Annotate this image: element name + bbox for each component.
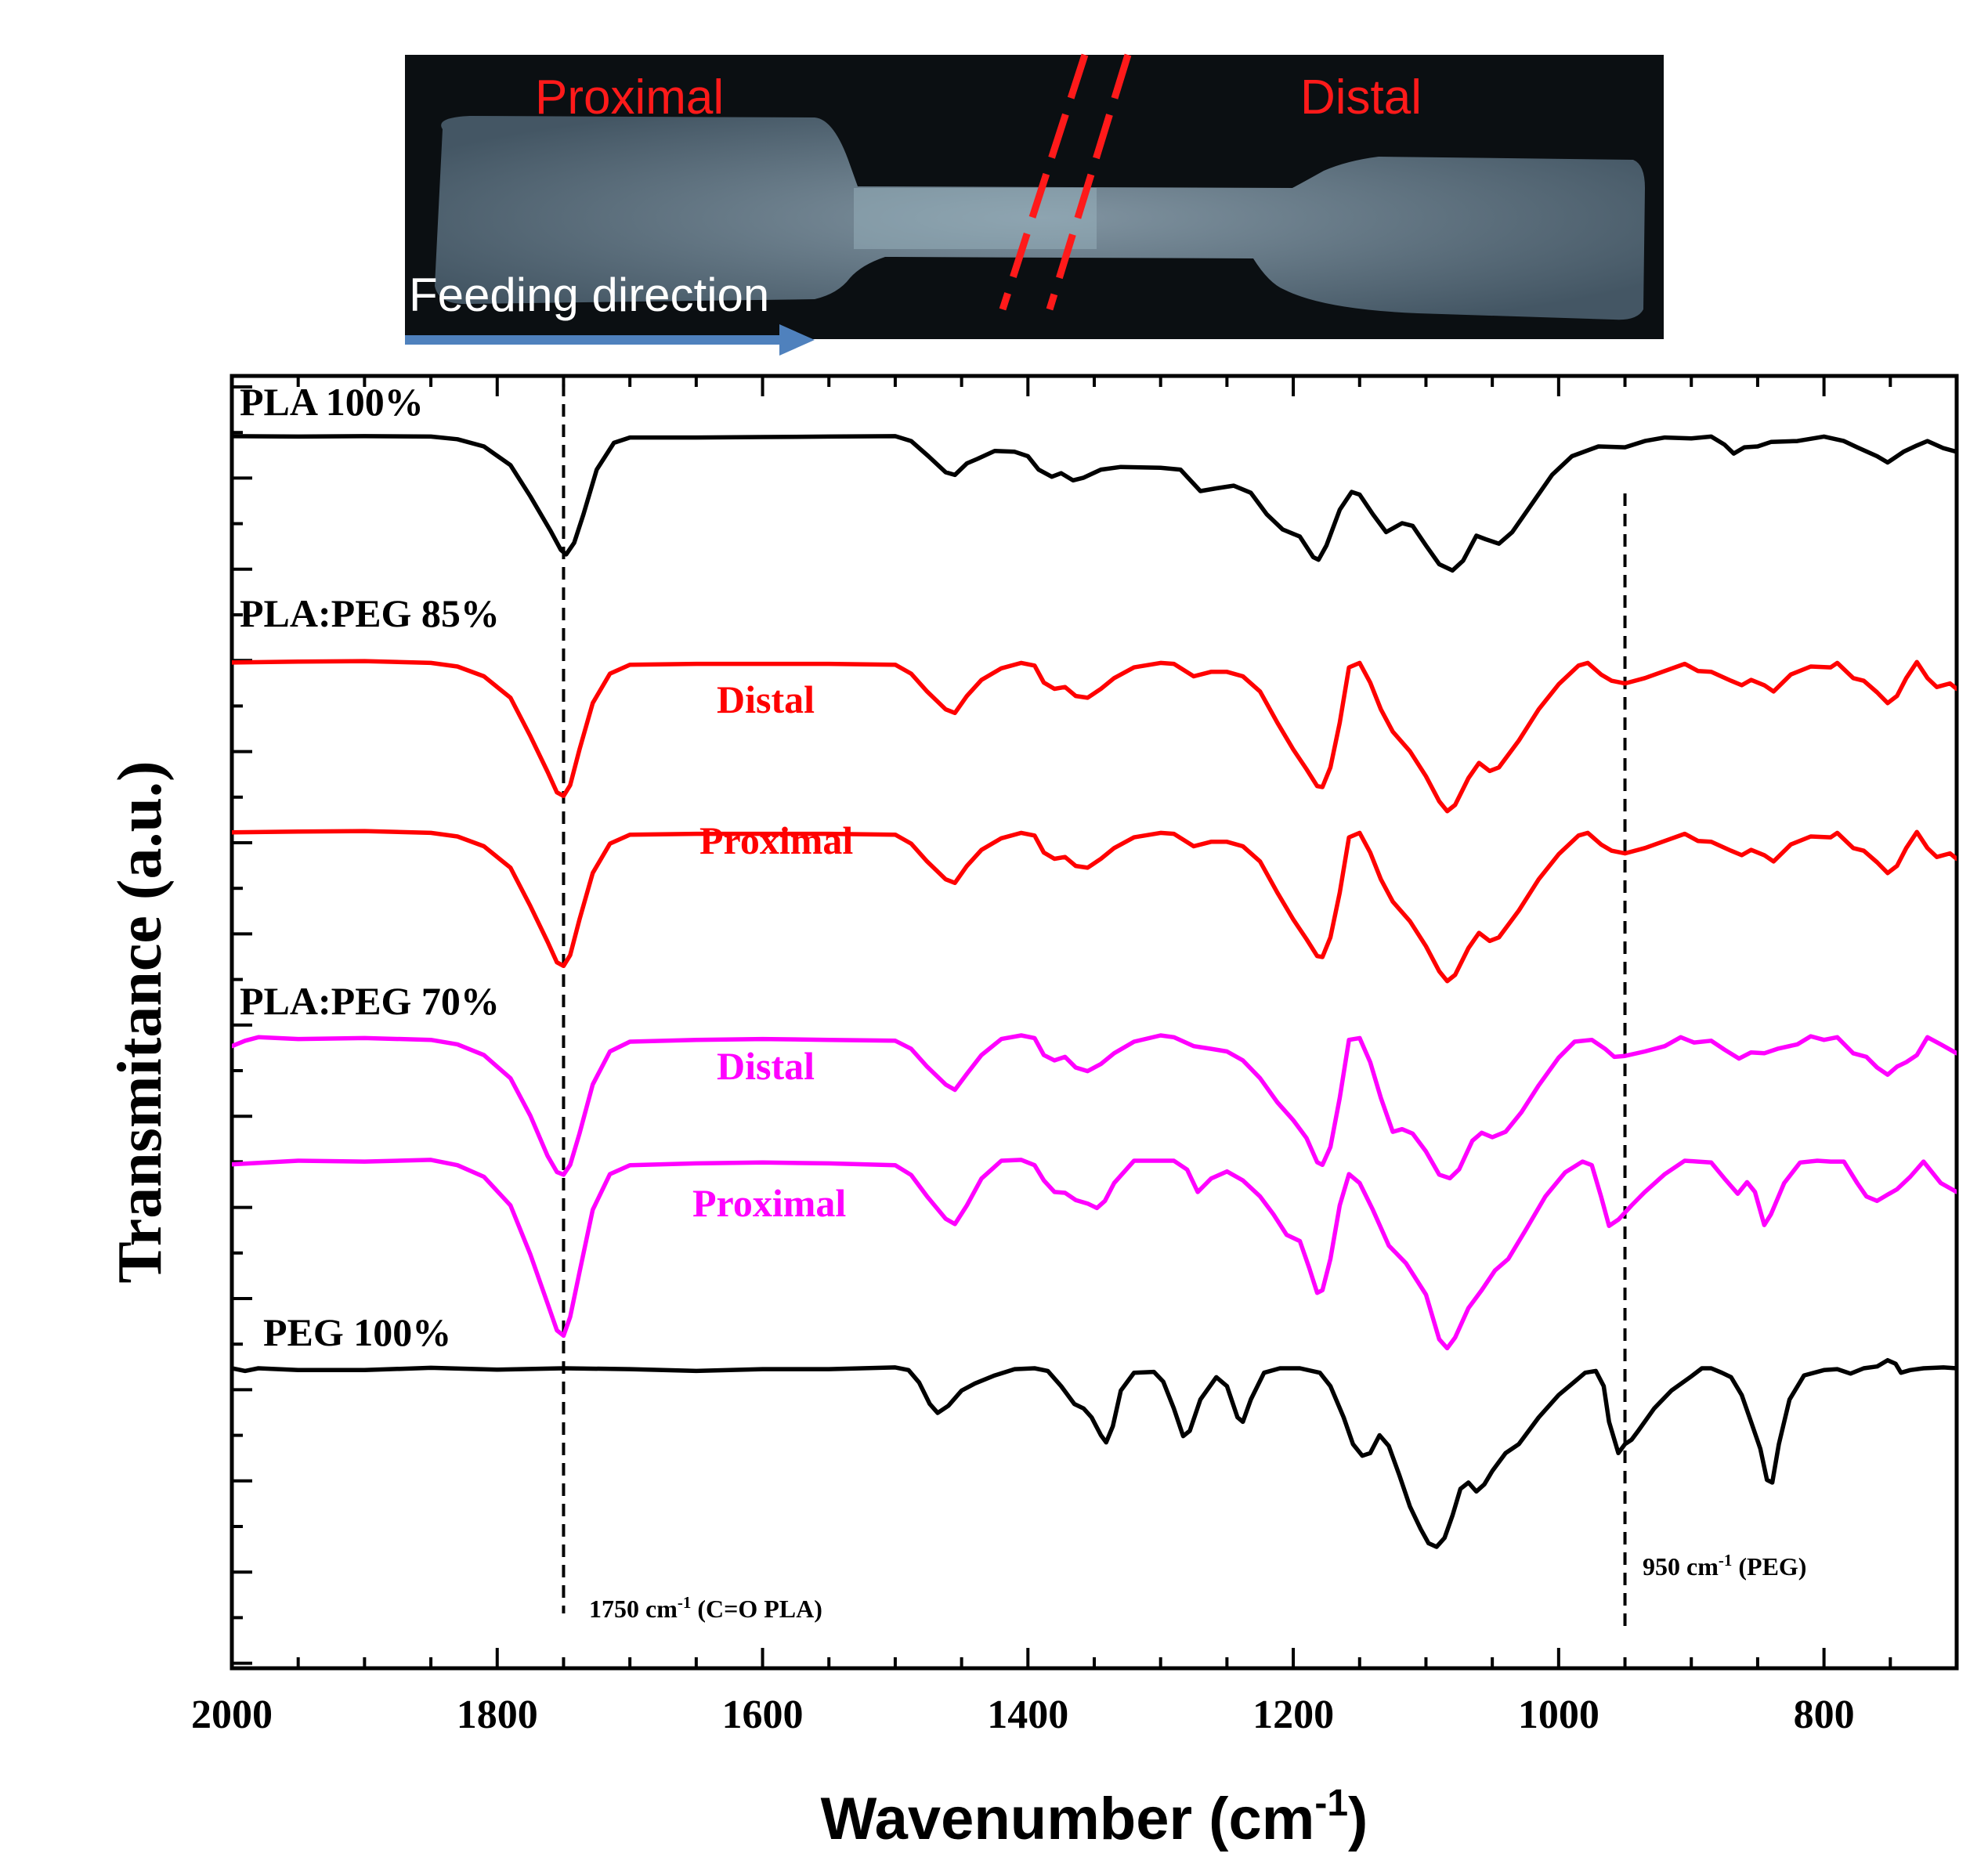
label-peg-100: PEG 100% bbox=[263, 1310, 451, 1354]
spectra-lines bbox=[232, 434, 1957, 1549]
x-tick-labels: 2000 1800 1600 1400 1200 1000 800 bbox=[191, 1693, 1855, 1737]
annotation-950: 950 cm-1 (PEG) bbox=[1643, 1551, 1806, 1581]
cut-line-2 bbox=[1046, 53, 1132, 311]
x-tick-label: 1600 bbox=[722, 1693, 804, 1737]
spectrum-line-pla-peg-70-distal bbox=[232, 1033, 1957, 1181]
cut-line-1 bbox=[999, 53, 1089, 311]
annotation-1750-main: 1750 cm bbox=[589, 1595, 678, 1623]
x-axis-title-sup: -1 bbox=[1314, 1783, 1348, 1824]
feeding-direction-label: Feeding direction bbox=[409, 269, 769, 321]
x-axis-title: Wavenumber (cm-1) bbox=[821, 1783, 1368, 1852]
x-tick-label: 1200 bbox=[1252, 1693, 1334, 1737]
label-pla-peg-70: PLA:PEG 70% bbox=[240, 979, 500, 1023]
photo-proximal-label: Proximal bbox=[535, 70, 724, 125]
label-70-distal: Distal bbox=[717, 1044, 815, 1088]
spectrum-line-pla-peg-70-proximal bbox=[232, 1158, 1957, 1351]
label-85-proximal: Proximal bbox=[699, 818, 853, 862]
label-70-proximal: Proximal bbox=[692, 1181, 846, 1225]
annotation-1750: 1750 cm-1 (C=O PLA) bbox=[589, 1593, 822, 1623]
dog-bone-specimen bbox=[435, 116, 1645, 320]
label-85-distal: Distal bbox=[717, 677, 815, 721]
sample-photo: Proximal Distal Feeding direction bbox=[405, 53, 1664, 356]
axis-ticks bbox=[230, 376, 1958, 1668]
annotation-950-sup: -1 bbox=[1719, 1551, 1733, 1570]
spectrum-line-pla-100 bbox=[232, 434, 1957, 573]
y-axis-title: Transmitance (a.u.) bbox=[106, 761, 175, 1283]
x-tick-label: 2000 bbox=[191, 1693, 273, 1737]
spectrum-line-pla-peg-85-proximal bbox=[232, 829, 1957, 984]
x-tick-label: 1800 bbox=[457, 1693, 538, 1737]
annotation-1750-rest: (C=O PLA) bbox=[691, 1595, 822, 1623]
x-tick-label: 1400 bbox=[987, 1693, 1068, 1737]
annotation-950-rest: (PEG) bbox=[1732, 1552, 1806, 1581]
spectrum-line-peg-100 bbox=[232, 1357, 1957, 1549]
x-axis-title-close: ) bbox=[1348, 1786, 1368, 1852]
photo-distal-label: Distal bbox=[1300, 70, 1422, 125]
specimen-neck-highlight bbox=[854, 188, 1097, 249]
x-axis-title-main: Wavenumber (cm bbox=[821, 1786, 1315, 1852]
label-pla-peg-85: PLA:PEG 85% bbox=[240, 591, 500, 635]
label-pla-100: PLA 100% bbox=[240, 380, 424, 424]
spectrum-line-pla-peg-85-distal bbox=[232, 659, 1957, 814]
x-tick-label: 1000 bbox=[1518, 1693, 1599, 1737]
feeding-direction-arrow-head bbox=[779, 324, 815, 356]
annotation-1750-sup: -1 bbox=[678, 1593, 692, 1612]
annotation-950-main: 950 cm bbox=[1643, 1552, 1719, 1581]
x-tick-label: 800 bbox=[1794, 1693, 1855, 1737]
